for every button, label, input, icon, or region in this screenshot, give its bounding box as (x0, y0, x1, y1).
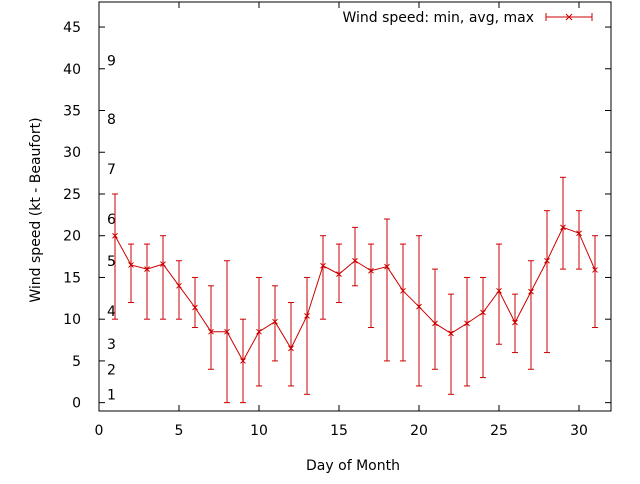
y-tick-label: 5 (72, 354, 81, 370)
avg-point (592, 267, 598, 273)
avg-point (352, 257, 358, 264)
avg-point (192, 304, 198, 311)
legend: Wind speed: min, avg, max (342, 10, 593, 26)
avg-point (480, 309, 486, 316)
avg-point (368, 267, 374, 274)
avg-point (160, 261, 166, 267)
avg-point (288, 345, 294, 352)
beaufort-label: 7 (107, 162, 116, 178)
y-tick-label: 25 (63, 187, 81, 203)
beaufort-label: 6 (107, 212, 116, 228)
x-tick-label: 20 (410, 423, 428, 439)
y-tick-label: 15 (63, 270, 81, 286)
legend-label: Wind speed: min, avg, max (342, 10, 534, 26)
avg-point (560, 224, 566, 231)
avg-point (544, 257, 550, 264)
y-tick-label: 0 (72, 396, 81, 412)
avg-point (144, 266, 150, 272)
beaufort-label: 3 (107, 337, 116, 353)
avg-point (240, 358, 246, 364)
x-tick-label: 25 (490, 423, 508, 439)
avg-point (112, 232, 118, 239)
avg-point (400, 287, 406, 294)
plot-frame (98, 1, 612, 412)
avg-point (256, 328, 262, 335)
series-group (112, 176, 598, 404)
avg-point (528, 288, 534, 295)
y-tick-label: 20 (63, 229, 81, 245)
avg-point (512, 319, 518, 326)
avg-point (336, 271, 342, 277)
avg-point (176, 282, 182, 289)
avg-point (384, 263, 390, 270)
x-tick-label: 10 (250, 423, 268, 439)
y-tick-label: 30 (63, 145, 81, 161)
beaufort-label: 1 (107, 387, 116, 403)
avg-point (416, 303, 422, 310)
beaufort-label: 5 (107, 254, 116, 270)
beaufort-label: 8 (107, 112, 116, 128)
x-tick-label: 5 (175, 423, 184, 439)
x-tick-label: 15 (330, 423, 348, 439)
legend-marker-b (565, 13, 573, 21)
avg-point (464, 320, 470, 327)
y-tick-label: 10 (63, 312, 81, 328)
beaufort-label: 4 (107, 304, 116, 320)
x-ticks: 0 5 10 15 20 25 30 (95, 2, 588, 439)
x-axis-label: Day of Month (306, 458, 400, 474)
avg-point (208, 328, 214, 335)
avg-point (576, 230, 582, 237)
beaufort-label: 2 (107, 362, 116, 378)
y-tick-label: 45 (63, 20, 81, 36)
beaufort-label: 9 (107, 53, 116, 69)
beaufort-labels: 1 2 3 4 5 6 7 8 9 (107, 53, 116, 403)
avg-point (128, 262, 134, 268)
avg-point (304, 312, 310, 319)
avg-point (224, 328, 230, 335)
axes (98, 1, 612, 412)
avg-point (496, 287, 502, 294)
x-tick-label: 30 (570, 423, 588, 439)
y-tick-label: 40 (63, 62, 81, 78)
avg-point (432, 320, 438, 327)
x-tick-label: 0 (95, 423, 104, 439)
avg-point (448, 330, 454, 337)
y-axis-label: Wind speed (kt - Beaufort) (28, 117, 44, 302)
y-tick-label: 35 (63, 104, 81, 120)
avg-point (320, 262, 326, 269)
avg-point (272, 318, 278, 325)
